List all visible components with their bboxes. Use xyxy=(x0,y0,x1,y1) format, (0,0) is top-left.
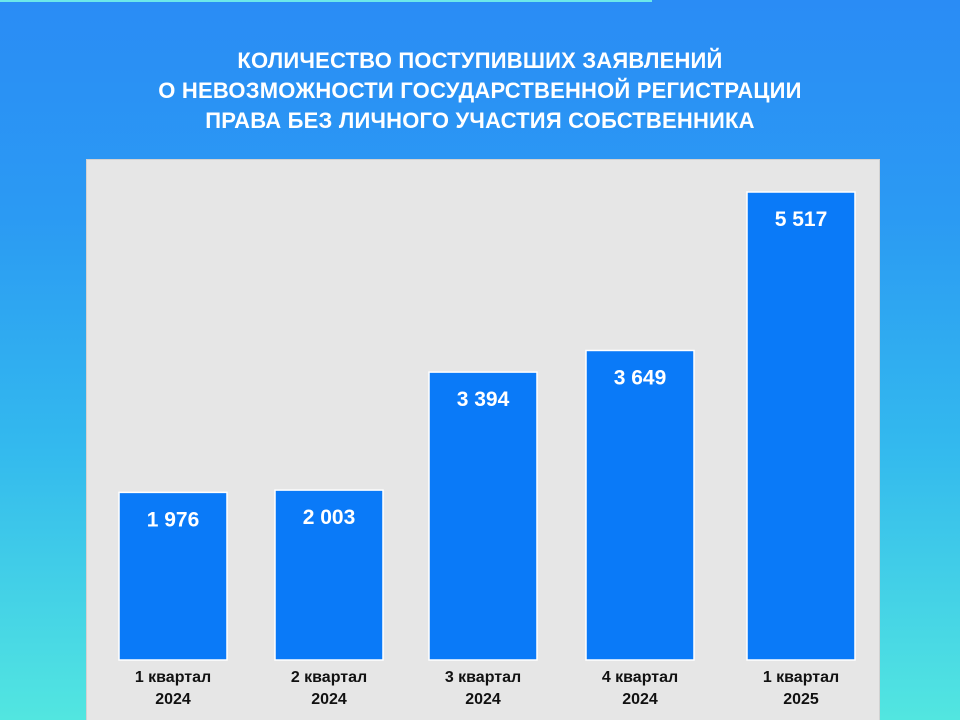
category-label-3-line-2: 2024 xyxy=(465,691,501,708)
top-accent-line xyxy=(0,0,652,2)
value-label-4: 3 649 xyxy=(614,366,667,389)
category-label-2-line-1: 2 квартал xyxy=(291,669,367,686)
bar-3 xyxy=(428,371,538,661)
category-label-1-line-2: 2024 xyxy=(155,691,191,708)
category-label-5-line-2: 2025 xyxy=(783,691,819,708)
bar-1 xyxy=(118,491,228,661)
category-label-4-line-2: 2024 xyxy=(622,691,658,708)
chart-title-line-2: О НЕВОЗМОЖНОСТИ ГОСУДАРСТВЕННОЙ РЕГИСТРА… xyxy=(158,78,802,103)
chart-title-line-3: ПРАВА БЕЗ ЛИЧНОГО УЧАСТИЯ СОБСТВЕННИКА xyxy=(205,108,755,133)
chart-title-line-1: КОЛИЧЕСТВО ПОСТУПИВШИХ ЗАЯВЛЕНИЙ xyxy=(237,48,723,73)
value-label-3: 3 394 xyxy=(457,388,510,411)
category-label-2-line-2: 2024 xyxy=(311,691,347,708)
category-label-3-line-1: 3 квартал xyxy=(445,669,521,686)
category-label-4-line-1: 4 квартал xyxy=(602,669,678,686)
chart-title: КОЛИЧЕСТВО ПОСТУПИВШИХ ЗАЯВЛЕНИЙ О НЕВОЗ… xyxy=(0,46,960,136)
value-label-2: 2 003 xyxy=(303,506,356,529)
category-label-1-line-1: 1 квартал xyxy=(135,669,211,686)
value-label-5: 5 517 xyxy=(775,208,828,231)
value-label-1: 1 976 xyxy=(147,508,200,531)
category-label-5-line-1: 1 квартал xyxy=(763,669,839,686)
bar-2 xyxy=(274,489,384,661)
bar-4 xyxy=(585,349,695,661)
bar-5 xyxy=(746,191,856,661)
